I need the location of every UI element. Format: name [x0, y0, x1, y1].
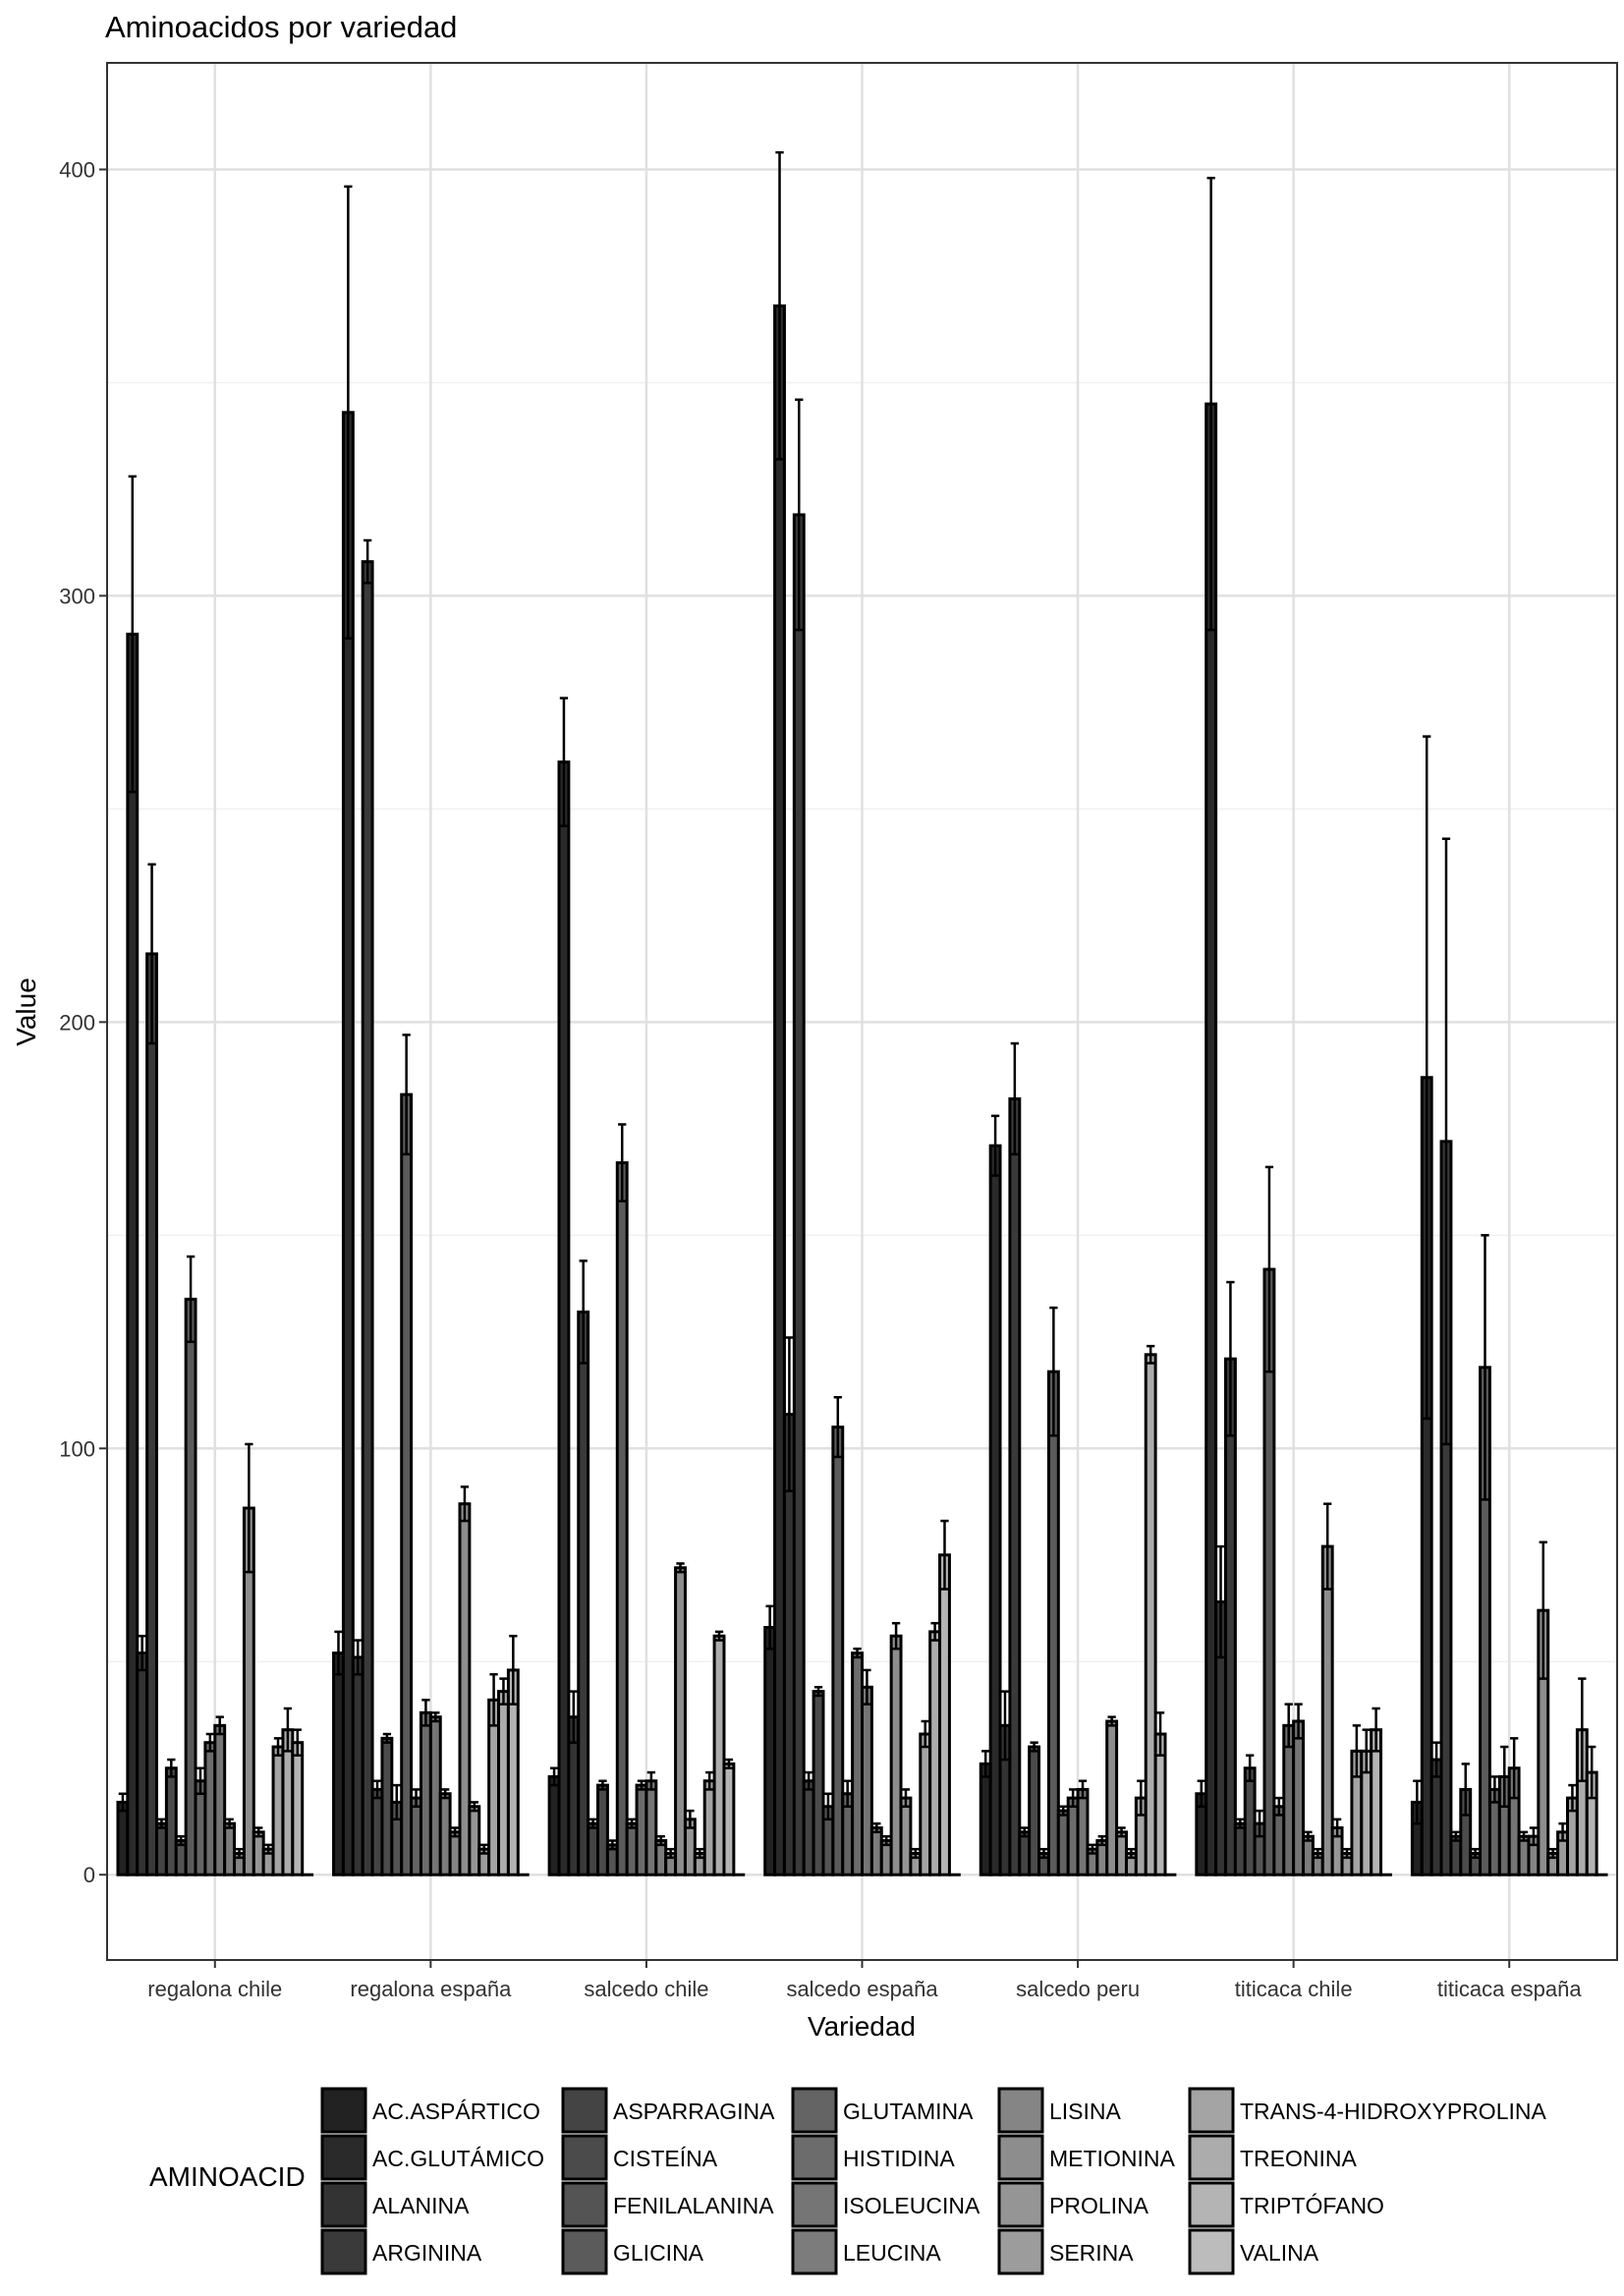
legend-key	[791, 2134, 838, 2181]
legend-label: TRANS-4-HIDROXYPROLINA	[1240, 2099, 1546, 2124]
x-tick-label: salcedo peru	[1016, 1977, 1140, 2001]
legend-key	[561, 2087, 608, 2134]
legend: AMINOACID AC.ASPÁRTICO AC.GLUTÁMICO ALANINA…	[149, 2087, 1546, 2275]
x-axis: regalona chile regalona españa salcedo chi…	[147, 1960, 1582, 2001]
legend-key	[791, 2087, 838, 2134]
legend-key	[997, 2228, 1044, 2275]
x-tick-label: titicaca chile	[1235, 1977, 1353, 2001]
bar	[291, 1741, 305, 1876]
x-tick-label: titicaca españa	[1437, 1977, 1583, 2001]
legend-key	[791, 2181, 838, 2228]
bar	[361, 560, 374, 1876]
grid	[107, 63, 1617, 1960]
legend-key	[561, 2134, 608, 2181]
legend-label: ALANINA	[372, 2193, 470, 2218]
legend-key	[997, 2181, 1044, 2228]
legend-label: HISTIDINA	[843, 2146, 955, 2171]
y-tick-label: 300	[59, 584, 95, 608]
y-tick-label: 100	[59, 1436, 95, 1461]
legend-label: LISINA	[1049, 2099, 1122, 2124]
legend-key	[561, 2181, 608, 2228]
x-tick-label: salcedo chile	[584, 1977, 708, 2001]
legend-label: SERINA	[1049, 2240, 1134, 2266]
bar	[1046, 1370, 1060, 1876]
legend-key	[320, 2087, 367, 2134]
legend-key	[320, 2181, 367, 2228]
legend-label: AC.GLUTÁMICO	[372, 2146, 544, 2171]
y-axis: 0 100 200 300 400	[59, 157, 107, 1887]
y-tick-label: 200	[59, 1010, 95, 1035]
legend-key	[1188, 2087, 1235, 2134]
legend-label: AC.ASPÁRTICO	[372, 2099, 540, 2124]
bar	[400, 1092, 414, 1876]
legend-title: AMINOACID	[149, 2161, 306, 2192]
legend-key	[320, 2134, 367, 2181]
error-bars	[118, 150, 1596, 1860]
bar	[577, 1310, 590, 1876]
legend-key	[997, 2134, 1044, 2181]
legend-key	[1188, 2134, 1235, 2181]
x-axis-title: Variedad	[808, 2011, 916, 2042]
legend-key	[561, 2228, 608, 2275]
y-axis-title: Value	[11, 978, 41, 1046]
legend-key	[791, 2228, 838, 2275]
legend-label: ASPARRAGINA	[613, 2099, 775, 2124]
legend-label: VALINA	[1240, 2240, 1319, 2266]
chart-title: Aminoacidos por variedad	[105, 10, 457, 44]
bar	[792, 513, 806, 1876]
bars	[116, 304, 1608, 1876]
bar	[1008, 1096, 1022, 1876]
bar	[615, 1161, 629, 1876]
legend-label: PROLINA	[1049, 2193, 1149, 2218]
legend-label: METIONINA	[1049, 2146, 1175, 2171]
bar	[1320, 1544, 1334, 1876]
x-tick-label: regalona chile	[147, 1977, 282, 2001]
y-tick-label: 0	[84, 1863, 95, 1887]
x-tick-label: salcedo españa	[786, 1977, 938, 2001]
bar	[557, 760, 571, 1876]
legend-label: CISTEÍNA	[613, 2146, 718, 2171]
legend-label: FENILALANINA	[613, 2193, 774, 2218]
legend-label: LEUCINA	[843, 2240, 941, 2266]
y-tick-label: 400	[59, 157, 95, 182]
legend-label: TRIPTÓFANO	[1240, 2193, 1384, 2218]
legend-key	[1188, 2228, 1235, 2275]
legend-key	[320, 2228, 367, 2275]
legend-key	[1188, 2181, 1235, 2228]
legend-key	[997, 2087, 1044, 2134]
x-tick-label: regalona españa	[350, 1977, 512, 2001]
bar	[145, 952, 159, 1876]
legend-label: GLUTAMINA	[843, 2099, 974, 2124]
bar	[722, 1762, 736, 1876]
bar	[938, 1553, 951, 1876]
legend-label: TREONINA	[1240, 2146, 1358, 2171]
legend-label: ISOLEUCINA	[843, 2193, 980, 2218]
legend-label: GLICINA	[613, 2240, 704, 2266]
legend-label: ARGININA	[372, 2240, 482, 2266]
